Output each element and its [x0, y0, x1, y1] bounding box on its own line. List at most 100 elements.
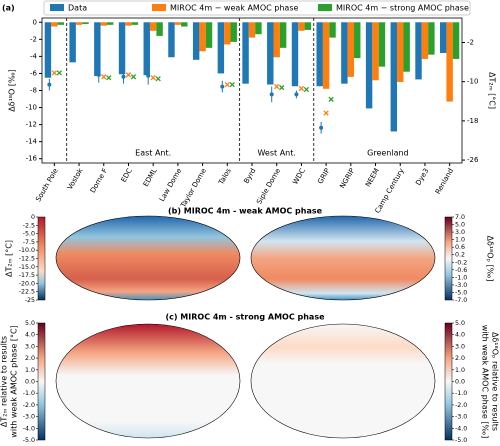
- temperature-point: [220, 84, 225, 89]
- colorbar-tick-label: -7.0: [455, 297, 467, 304]
- temperature-cross: [328, 96, 334, 102]
- bar: [279, 22, 287, 48]
- colorbar-tick-label: -4.0: [23, 425, 35, 432]
- colorbar-tick-label: -15.0: [19, 264, 35, 271]
- colorbar-label: Δδ¹⁸Oₚ relative to results: [491, 332, 500, 431]
- legend-label: MIROC 4m − strong AMOC phase: [336, 4, 469, 13]
- x-tick-label: Taylor Dome: [179, 167, 208, 210]
- bar: [174, 22, 182, 25]
- colorbar-tick-label: 3.0: [455, 229, 465, 236]
- temperature-cross: [274, 83, 280, 90]
- temperature-cross: [150, 75, 156, 81]
- x-tick-label: Siple Dome: [255, 167, 282, 206]
- y-tick-label: 0: [33, 18, 37, 26]
- colorbar-tick-label: -1.0: [455, 274, 467, 281]
- colorbar-tick-label: 1.0: [25, 367, 35, 374]
- bar: [230, 22, 237, 42]
- bar: [415, 22, 422, 80]
- x-tick-label: NGRIP: [338, 167, 356, 190]
- colorbar: [444, 322, 453, 441]
- bar: [205, 22, 213, 48]
- colorbar-tick-label: 1.0: [455, 367, 465, 374]
- bar: [298, 22, 305, 31]
- x-tick-label: Dome F: [89, 167, 109, 194]
- temperature-point: [47, 82, 52, 87]
- x-tick-label: WDC: [291, 167, 307, 186]
- y-tick-label: -10: [26, 104, 37, 112]
- colorbar-tick-label: -10.0: [19, 247, 35, 254]
- colorbar-tick-label: -3.0: [455, 414, 467, 421]
- y-axis-label: Δδ¹⁸O [‰]: [8, 69, 17, 112]
- bar: [421, 22, 429, 59]
- bar: [372, 22, 379, 81]
- region-label: East Ant.: [135, 149, 171, 158]
- bar: [390, 22, 398, 132]
- bar: [365, 22, 373, 109]
- colorbar-tick-label: -3.0: [23, 414, 35, 421]
- temperature-cross: [56, 70, 63, 76]
- legend-label: Data: [68, 4, 87, 13]
- bar: [304, 22, 312, 30]
- map: [55, 323, 241, 439]
- panel-title: (c) MIROC 4m - strong AMOC phase: [165, 313, 325, 322]
- temperature-point: [121, 74, 126, 79]
- x-tick-label: South Pole: [34, 167, 59, 203]
- bar: [168, 22, 175, 58]
- temperature-cross: [130, 74, 137, 80]
- colorbar-tick-label: -5.0: [23, 437, 35, 444]
- bar: [341, 22, 348, 84]
- x-tick-label: Byrd: [242, 167, 257, 185]
- panel-label: (a): [2, 4, 15, 13]
- colorbar-tick-label: -25: [25, 297, 35, 304]
- colorbar-label: with weak AMOC phase [°C]: [10, 325, 19, 437]
- temperature-point: [294, 92, 299, 97]
- bar: [44, 22, 52, 78]
- map: [250, 323, 436, 439]
- bar: [199, 22, 206, 52]
- bar: [100, 22, 107, 26]
- colorbar-tick-label: -2.0: [455, 402, 467, 409]
- y-tick-label: -14: [26, 138, 38, 146]
- temperature-cross: [224, 81, 230, 88]
- colorbar-tick-label: -22.5: [19, 289, 35, 296]
- colorbar-label: ΔT₂ₘ [°C]: [5, 240, 14, 277]
- colorbar-tick-label: 0.0: [455, 379, 465, 386]
- colorbar-tick-label: -2.5: [23, 222, 35, 229]
- temperature-point: [269, 92, 274, 97]
- bar: [248, 22, 256, 38]
- bar: [403, 22, 410, 72]
- x-tick-label: GRIP: [316, 167, 331, 185]
- temperature-cross: [51, 70, 58, 76]
- bar: [397, 22, 404, 82]
- bar: [446, 22, 453, 102]
- y-tick-label: -4: [30, 52, 38, 60]
- temperature-point: [146, 73, 151, 78]
- colorbar-tick-label: 3.0: [25, 343, 35, 350]
- bar: [82, 22, 89, 24]
- bar: [75, 22, 83, 25]
- colorbar-tick-label: -5.0: [23, 231, 35, 238]
- bar: [378, 22, 386, 67]
- x-tick-label: Talos: [217, 167, 233, 187]
- bar: [255, 22, 262, 35]
- x-tick-label: NEEM: [364, 167, 381, 188]
- colorbar-tick-label: -7.5: [23, 239, 35, 246]
- bar: [149, 22, 157, 31]
- temperature-cross: [229, 81, 235, 88]
- colorbar-tick-label: 5.0: [25, 320, 35, 327]
- temperature-cross: [323, 110, 329, 116]
- bar: [273, 22, 280, 58]
- colorbar-label: with weak AMOC phase [‰]: [481, 325, 490, 439]
- legend-swatch: [318, 4, 332, 11]
- bar: [94, 22, 101, 76]
- legend-swatch: [50, 4, 64, 11]
- x-tick-label: EDML: [142, 167, 159, 188]
- y2-tick-label: -10: [467, 78, 478, 86]
- region-label: Greenland: [367, 149, 409, 158]
- colorbar-tick-label: 2.0: [25, 355, 35, 362]
- legend-label: MIROC 4m − weak AMOC phase: [170, 4, 298, 13]
- colorbar: [444, 216, 453, 301]
- colorbar-tick-label: -1.0: [455, 390, 467, 397]
- y2-axis-label: ΔT₂ₘ [°C]: [488, 72, 497, 109]
